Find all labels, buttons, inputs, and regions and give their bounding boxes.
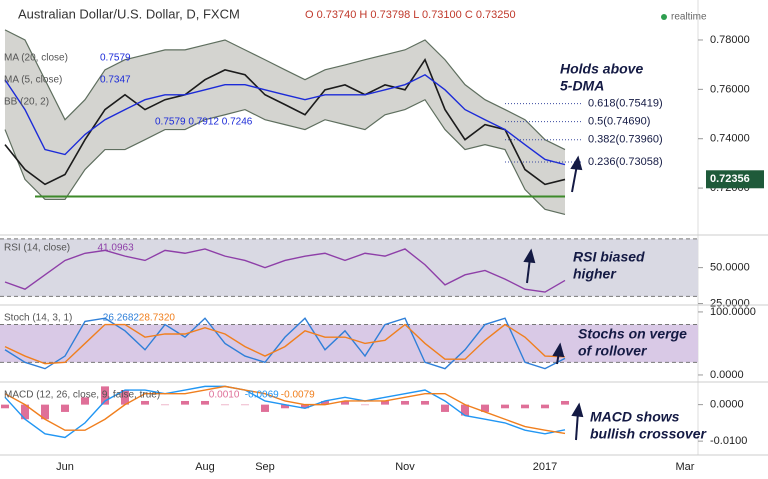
y-tick-label: 0.0000 xyxy=(710,399,744,411)
arrow-head xyxy=(552,342,565,358)
x-tick-label: Aug xyxy=(195,461,215,473)
last-price-label: 0.72356 xyxy=(710,173,750,185)
arrow xyxy=(575,411,579,441)
histogram-bar xyxy=(181,400,189,405)
arrow-head xyxy=(570,155,583,171)
bollinger-lower xyxy=(4,98,566,216)
indicator-label: MA (20, close) xyxy=(4,53,68,64)
x-tick-label: Jun xyxy=(56,461,74,473)
histogram-bar xyxy=(341,400,349,405)
y-tick-label: 25.0000 xyxy=(710,297,750,309)
histogram-bar xyxy=(441,404,449,412)
histogram-bar xyxy=(21,404,29,420)
fib-label: 0.382(0.73960) xyxy=(588,134,663,146)
histogram-bar xyxy=(481,404,489,412)
band-fill xyxy=(0,324,698,363)
status: realtime xyxy=(671,12,707,23)
y-tick-label: 50.0000 xyxy=(710,262,750,274)
y-tick-label: -0.0100 xyxy=(710,435,747,447)
indicator-label: MA (5, close) xyxy=(4,75,62,86)
series-line xyxy=(4,317,566,370)
histogram-bar xyxy=(541,404,549,409)
y-tick-label: 0.0000 xyxy=(710,369,744,381)
fib-label: 0.236(0.73058) xyxy=(588,156,663,168)
panel-title: Stoch (14, 3, 1) xyxy=(4,313,72,324)
panel-title: RSI (14, close) xyxy=(4,243,70,254)
histogram-bar xyxy=(121,390,129,405)
status-dot xyxy=(661,14,667,20)
legend-value: -0.0079 xyxy=(281,390,315,401)
indicator-value: 0.7347 xyxy=(100,75,131,86)
x-tick-label: Nov xyxy=(395,461,415,473)
x-tick-label: 2017 xyxy=(533,461,557,473)
histogram-bar xyxy=(101,386,109,405)
histogram-bar xyxy=(41,404,49,420)
histogram-bar xyxy=(281,404,289,409)
x-tick-label: Mar xyxy=(676,461,695,473)
series-line xyxy=(4,385,566,435)
band-fill xyxy=(0,238,698,297)
histogram-bar xyxy=(81,397,89,405)
ohlc: O 0.73740 H 0.73798 L 0.73100 C 0.73250 xyxy=(305,9,516,21)
fib-label: 0.5(0.74690) xyxy=(588,116,650,128)
legend-value: 41.0963 xyxy=(98,243,135,254)
series-line xyxy=(4,58,566,186)
histogram-bar xyxy=(561,400,569,405)
annotation: bullish crossover xyxy=(590,426,707,442)
legend-value: -0.0069 xyxy=(245,390,279,401)
annotation: Stochs on verge xyxy=(578,326,687,342)
series-line xyxy=(4,385,566,439)
annotation: of rollover xyxy=(578,343,648,359)
legend-value: 0.0010 xyxy=(209,390,240,401)
histogram-bar xyxy=(221,404,229,406)
indicator-label: BB (20, 2) xyxy=(4,97,49,108)
annotation: 5-DMA xyxy=(560,78,604,94)
indicator-value: 0.7579 xyxy=(100,53,131,64)
annotation: Holds above xyxy=(560,61,643,77)
indicator-value: 0.7579 0.7912 0.7246 xyxy=(155,117,253,128)
histogram-bar xyxy=(261,404,269,412)
y-tick-label: 0.76000 xyxy=(710,83,750,95)
y-tick-label: 100.0000 xyxy=(710,306,756,318)
arrow-head xyxy=(571,402,584,418)
histogram-bar xyxy=(301,404,309,409)
histogram-bar xyxy=(161,404,169,406)
histogram-bar xyxy=(461,404,469,416)
arrow-head xyxy=(523,248,536,264)
histogram-bar xyxy=(501,404,509,409)
histogram-bar xyxy=(201,400,209,405)
histogram-bar xyxy=(61,404,69,412)
bollinger-upper xyxy=(4,29,566,151)
histogram-bar xyxy=(381,400,389,405)
annotation: higher xyxy=(573,266,617,282)
histogram-bar xyxy=(361,404,369,406)
arrows xyxy=(523,155,584,441)
histogram-bar xyxy=(421,400,429,405)
y-tick-label: 0.78000 xyxy=(710,34,750,46)
y-tick-label: 0.74000 xyxy=(710,133,750,145)
series-line xyxy=(4,73,566,166)
x-tick-label: Sep xyxy=(255,461,275,473)
bollinger-fill xyxy=(5,29,565,215)
last-price-tag xyxy=(706,170,764,189)
legend-value: 26.2682 xyxy=(103,313,140,324)
legend-value: 28.7320 xyxy=(139,313,176,324)
histogram-bar xyxy=(401,400,409,405)
arrow xyxy=(571,164,578,193)
histogram-bar xyxy=(141,400,149,405)
fib-label: 0.618(0.75419) xyxy=(588,98,663,110)
histogram-bar xyxy=(1,404,9,409)
panel-title: MACD (12, 26, close, 9, false, true) xyxy=(4,390,160,401)
chart-title: Australian Dollar/U.S. Dollar, D, FXCM xyxy=(18,6,240,21)
series-line xyxy=(4,248,566,293)
histogram-bar xyxy=(321,400,329,405)
histogram-bar xyxy=(241,404,249,406)
annotation: MACD shows xyxy=(590,409,680,425)
histogram-bar xyxy=(521,404,529,409)
series-line xyxy=(4,323,566,365)
annotation: RSI biased xyxy=(573,249,645,265)
